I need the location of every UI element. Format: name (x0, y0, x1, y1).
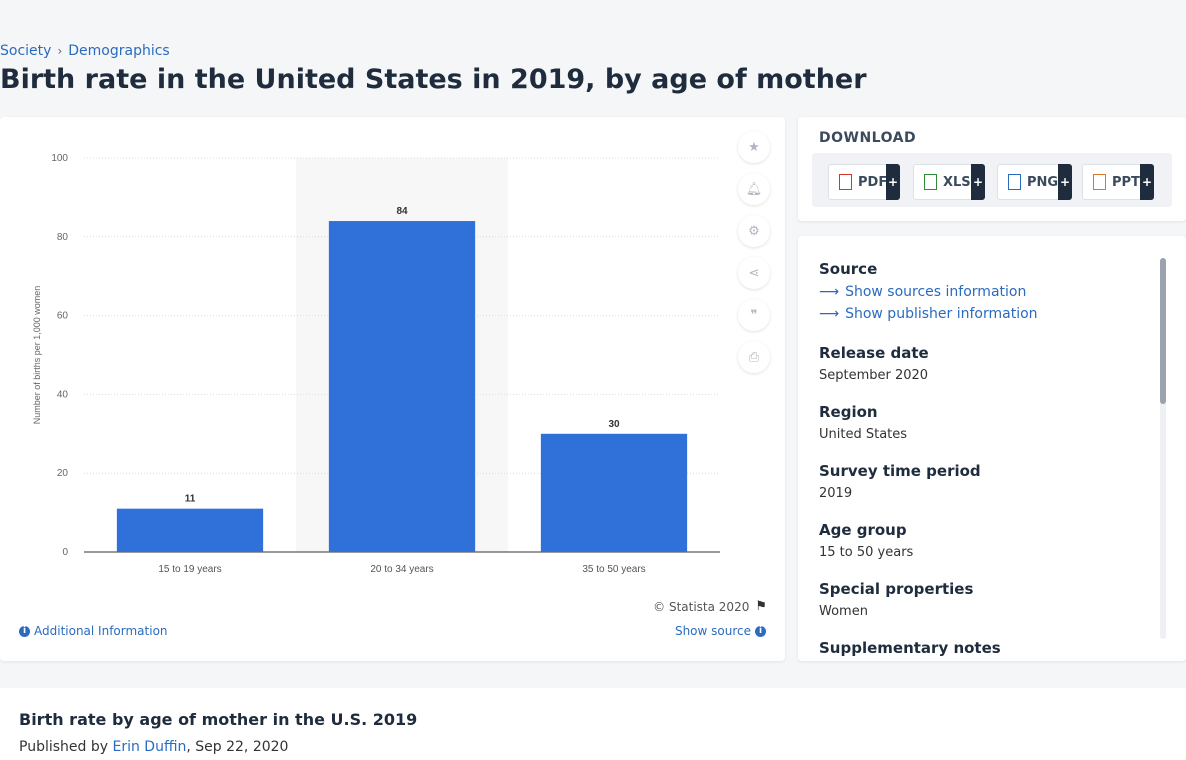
download-ppt-label: PPT (1112, 174, 1140, 190)
download-xls-label: XLS (943, 174, 971, 190)
ppt-file-icon (1093, 174, 1106, 190)
y-tick-label: 60 (57, 311, 69, 322)
share-button[interactable]: ⋖ (738, 257, 770, 289)
flag-icon[interactable]: ⚑ (755, 599, 767, 614)
statistic-details: Source ⟶ Show sources information ⟶ Show… (798, 236, 1186, 661)
download-card: DOWNLOAD PDF + XLS + PNG + PPT + (798, 117, 1186, 221)
published-date: , Sep 22, 2020 (186, 739, 289, 755)
x-tick-label: 20 to 34 years (370, 564, 433, 575)
author-link[interactable]: Erin Duffin (112, 739, 187, 755)
release-date-value: September 2020 (819, 368, 929, 383)
show-sources-label: Show sources information (845, 284, 1027, 300)
breadcrumb: Society › Demographics (0, 43, 170, 59)
chart-card: 0 20 40 60 80 100 Number of births per 1,000 w… (0, 117, 785, 661)
y-tick-label: 80 (57, 232, 69, 243)
release-date-label: Release date (819, 344, 929, 362)
supplementary-notes-label: Supplementary notes (819, 639, 1001, 657)
source-label: Source (819, 260, 878, 278)
copyright-text: © Statista 2020 (653, 599, 750, 614)
favorite-button[interactable]: ★ (738, 131, 770, 163)
data-label: 84 (396, 206, 408, 217)
details-scrollbar[interactable] (1160, 258, 1166, 639)
y-tick-label: 100 (51, 153, 68, 164)
print-button[interactable]: ⎙ (738, 341, 770, 373)
show-source-link[interactable]: Show source i (675, 624, 766, 638)
breadcrumb-item-society[interactable]: Society (0, 43, 52, 59)
notification-button[interactable]: 🔔︎ (738, 173, 770, 205)
x-tick-label: 35 to 50 years (582, 564, 645, 575)
published-prefix: Published by (19, 739, 109, 755)
page-title: Birth rate in the United States in 2019,… (0, 64, 867, 95)
region-value: United States (819, 427, 908, 442)
bar (116, 508, 264, 552)
settings-button[interactable]: ⚙ (738, 215, 770, 247)
info-icon: i (755, 625, 766, 637)
region-label: Region (819, 403, 878, 421)
star-icon: ★ (748, 139, 760, 155)
show-publisher-label: Show publisher information (845, 306, 1038, 322)
y-tick-label: 0 (62, 547, 68, 558)
survey-period-label: Survey time period (819, 462, 981, 480)
download-png-label: PNG (1027, 174, 1059, 190)
data-label: 30 (608, 419, 620, 430)
download-pdf-button[interactable]: PDF + (828, 164, 900, 200)
print-icon: ⎙ (748, 349, 760, 365)
y-tick-label: 40 (57, 389, 69, 400)
download-png-button[interactable]: PNG + (997, 164, 1072, 200)
additional-info-link[interactable]: i Additional Information (19, 624, 168, 638)
info-icon: i (19, 625, 30, 637)
pdf-file-icon (839, 174, 852, 190)
xls-file-icon (924, 174, 937, 190)
arrow-right-icon: ⟶ (819, 284, 840, 300)
plus-icon: + (1058, 164, 1072, 200)
download-pdf-label: PDF (858, 174, 888, 190)
report-title: Birth rate by age of mother in the U.S. … (19, 710, 418, 729)
show-sources-link[interactable]: ⟶ Show sources information (819, 284, 1149, 300)
bar (540, 433, 688, 552)
age-group-label: Age group (819, 521, 907, 539)
y-axis-label: Number of births per 1,000 women (32, 286, 42, 425)
download-title: DOWNLOAD (819, 130, 917, 146)
data-label: 11 (185, 494, 196, 505)
report-section (0, 688, 1186, 760)
breadcrumb-item-demographics[interactable]: Demographics (68, 43, 170, 59)
bar-chart: 0 20 40 60 80 100 Number of births per 1,000 w… (32, 153, 720, 575)
download-ppt-button[interactable]: PPT + (1082, 164, 1154, 200)
plus-icon: + (886, 164, 900, 200)
bar (328, 221, 476, 552)
share-icon: ⋖ (748, 265, 760, 281)
bell-icon: 🔔︎ (745, 181, 763, 197)
additional-info-label: Additional Information (34, 624, 168, 638)
x-tick-label: 15 to 19 years (158, 564, 221, 575)
download-buttons: PDF + XLS + PNG + PPT + (812, 153, 1172, 207)
y-tick-label: 20 (57, 468, 69, 479)
age-group-value: 15 to 50 years (819, 545, 914, 560)
png-file-icon (1008, 174, 1021, 190)
breadcrumb-separator: › (57, 44, 63, 58)
special-properties-value: Women (819, 604, 868, 619)
plus-icon: + (1140, 164, 1154, 200)
quote-icon: ❞ (750, 307, 758, 323)
show-publisher-link[interactable]: ⟶ Show publisher information (819, 306, 1149, 322)
survey-period-value: 2019 (819, 486, 853, 501)
download-xls-button[interactable]: XLS + (913, 164, 985, 200)
cite-button[interactable]: ❞ (738, 299, 770, 331)
arrow-right-icon: ⟶ (819, 306, 840, 322)
show-source-label: Show source (674, 624, 751, 638)
special-properties-label: Special properties (819, 580, 974, 598)
scrollbar-thumb[interactable] (1160, 258, 1166, 404)
copyright: © Statista 2020 ⚑ (653, 599, 767, 614)
published-line: Published by Erin Duffin, Sep 22, 2020 (19, 739, 288, 755)
gear-icon: ⚙ (748, 223, 760, 239)
plus-icon: + (971, 164, 985, 200)
chart-toolbar: ★ 🔔︎ ⚙ ⋖ ❞ ⎙ (738, 131, 770, 373)
